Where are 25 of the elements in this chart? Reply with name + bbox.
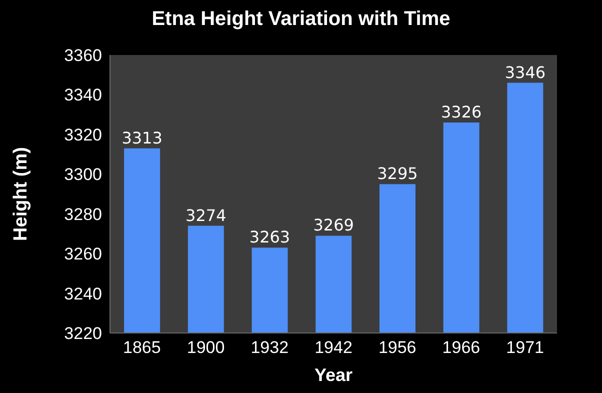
data-label: 3313: [122, 128, 162, 148]
y-tick-label: 3300: [64, 165, 102, 184]
y-tick-label: 3320: [64, 125, 102, 144]
x-tick-label: 1966: [442, 338, 480, 358]
data-label: 3295: [377, 164, 418, 184]
y-axis-title: Height (m): [10, 147, 32, 241]
y-tick-label: 3260: [64, 244, 102, 264]
chart-title: Etna Height Variation with Time: [150, 8, 452, 31]
y-tick-label: 3240: [64, 284, 102, 304]
x-tick-label: 1900: [186, 338, 225, 358]
data-label: 3263: [249, 228, 290, 247]
x-tick-label: 1956: [378, 338, 416, 358]
y-tick-label: 3340: [64, 86, 102, 105]
y-tick-label: 3360: [64, 46, 102, 66]
x-tick-label: 1942: [314, 338, 352, 358]
x-tick-label: 1971: [506, 338, 544, 358]
data-label: 3346: [504, 62, 546, 82]
y-tick-label: 3220: [64, 324, 102, 344]
data-label: 3326: [440, 102, 482, 122]
x-axis-title: Year: [314, 365, 353, 385]
x-tick-label: 1865: [123, 338, 161, 358]
data-label: 3269: [313, 216, 354, 235]
data-label: 3274: [186, 206, 226, 225]
y-tick-label: 3280: [64, 204, 102, 224]
x-tick-label: 1932: [250, 338, 289, 358]
